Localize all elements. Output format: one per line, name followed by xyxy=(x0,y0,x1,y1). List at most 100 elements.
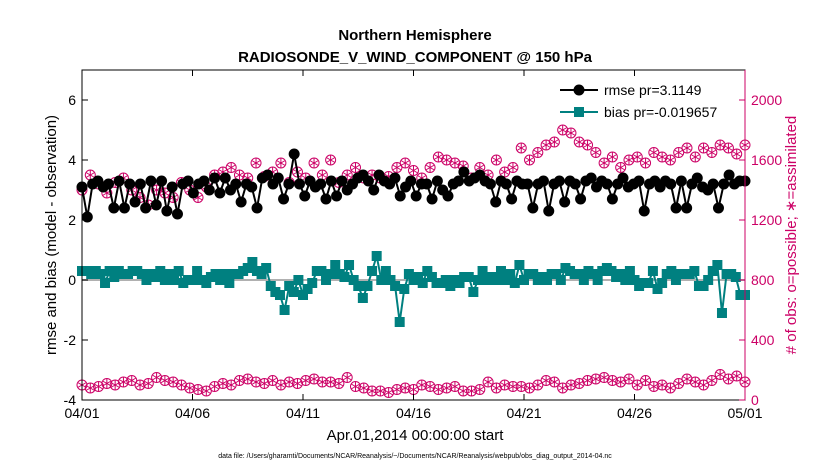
bias-point xyxy=(468,287,479,297)
obs-assimilated-marker xyxy=(631,151,643,163)
obs-possible-marker-star xyxy=(86,383,95,393)
obs-possible-marker-star xyxy=(367,386,377,396)
obs-possible-marker xyxy=(681,373,693,385)
obs-assimilated-marker-star xyxy=(616,163,625,172)
bias-point xyxy=(325,269,336,279)
obs-assimilated-marker-circle xyxy=(490,154,502,166)
rmse-point xyxy=(675,175,687,187)
obs-assimilated-marker-circle xyxy=(515,142,527,154)
obs-assimilated-marker-circle xyxy=(408,165,419,176)
obs-possible-marker-star xyxy=(392,385,402,394)
bias-point xyxy=(652,284,663,294)
obs-assimilated-marker-circle xyxy=(151,184,163,196)
rmse-point xyxy=(431,175,443,187)
rmse-point xyxy=(665,178,677,190)
obs-possible-marker-star xyxy=(135,380,145,390)
obs-possible-marker-circle xyxy=(209,381,221,392)
rmse-point xyxy=(585,172,597,184)
obs-possible-marker-circle xyxy=(731,370,743,382)
obs-possible-marker-circle xyxy=(656,379,668,391)
obs-possible-marker-circle xyxy=(532,379,544,391)
obs-assimilated-marker xyxy=(250,157,262,169)
obs-possible-marker xyxy=(689,376,701,388)
obs-assimilated-marker xyxy=(590,147,602,158)
bias-point xyxy=(187,275,198,285)
bias-point xyxy=(620,275,631,285)
obs-assimilated-marker-star xyxy=(318,170,327,180)
obs-assimilated-marker xyxy=(432,151,444,163)
legend-bias-marker xyxy=(574,107,584,117)
obs-assimilated-marker-star xyxy=(724,143,733,153)
bias-point xyxy=(592,275,603,285)
obs-possible-marker-star xyxy=(218,379,228,388)
bias-point xyxy=(224,278,235,288)
obs-assimilated-marker xyxy=(673,147,685,158)
rmse-point xyxy=(262,169,274,181)
obs-possible-marker-circle xyxy=(615,376,627,388)
obs-assimilated-marker-star xyxy=(666,155,675,165)
obs-possible-marker-star xyxy=(558,383,567,393)
obs-possible-marker-star xyxy=(260,379,269,388)
obs-possible-marker xyxy=(200,385,212,397)
obs-possible-marker-star xyxy=(243,374,252,384)
x-tick-label: 04/06 xyxy=(175,405,210,421)
rmse-point xyxy=(506,193,518,205)
obs-possible-marker-star xyxy=(682,374,692,384)
obs-assimilated-marker-star xyxy=(251,158,261,168)
obs-assimilated-marker-circle xyxy=(615,162,627,173)
rmse-point xyxy=(606,193,618,205)
obs-possible-marker xyxy=(242,373,254,385)
obs-possible-marker xyxy=(731,370,743,382)
obs-assimilated-marker-star xyxy=(624,155,634,165)
obs-possible-marker-circle xyxy=(109,379,121,391)
obs-possible-marker-circle xyxy=(482,376,494,388)
bias-point xyxy=(472,275,483,285)
obs-possible-marker-circle xyxy=(308,373,320,385)
bias-point xyxy=(367,266,378,276)
obs-possible-marker-star xyxy=(707,376,716,385)
bias-point xyxy=(574,269,585,279)
obs-possible-marker-circle xyxy=(631,379,643,391)
obs-assimilated-marker xyxy=(648,147,660,158)
rmse-point xyxy=(230,178,242,190)
obs-assimilated-marker-star xyxy=(500,167,509,177)
rmse-point xyxy=(410,190,422,202)
rmse-point xyxy=(161,205,173,217)
obs-possible-marker-circle xyxy=(689,376,701,388)
bias-point xyxy=(463,272,474,282)
obs-possible-marker-star xyxy=(417,380,426,390)
rmse-point xyxy=(601,178,613,190)
bias-point xyxy=(477,266,488,276)
obs-possible-marker-circle xyxy=(557,382,569,394)
obs-assimilated-marker-star xyxy=(674,148,683,157)
rmse-point xyxy=(569,178,581,190)
obs-possible-marker-star xyxy=(475,385,484,394)
bias-point xyxy=(159,275,170,285)
legend-rmse-marker xyxy=(573,84,585,96)
bias-point xyxy=(440,275,451,285)
rmse-point xyxy=(108,202,120,214)
bias-point xyxy=(104,266,115,276)
bias-point xyxy=(528,269,539,279)
obs-possible-marker-star xyxy=(732,371,741,381)
obs-possible-marker-circle xyxy=(623,373,635,385)
obs-possible-marker-star xyxy=(102,379,112,388)
bias-point xyxy=(242,263,253,273)
obs-possible-marker xyxy=(175,379,187,391)
bias-point xyxy=(302,284,313,294)
obs-assimilated-marker-circle xyxy=(656,151,668,163)
obs-assimilated-marker xyxy=(598,157,610,169)
bias-point xyxy=(624,266,635,276)
bias-point xyxy=(265,281,276,291)
bias-point xyxy=(403,269,414,279)
rmse-point xyxy=(559,196,571,208)
obs-assimilated-marker-star xyxy=(575,137,584,147)
bias-point xyxy=(666,266,677,276)
obs-assimilated-marker xyxy=(408,165,419,176)
obs-assimilated-marker xyxy=(490,154,502,166)
obs-assimilated-marker xyxy=(582,139,594,151)
obs-possible-marker-circle xyxy=(341,372,353,383)
bias-point xyxy=(514,260,525,270)
rmse-point xyxy=(214,187,226,199)
bias-point xyxy=(730,272,741,282)
